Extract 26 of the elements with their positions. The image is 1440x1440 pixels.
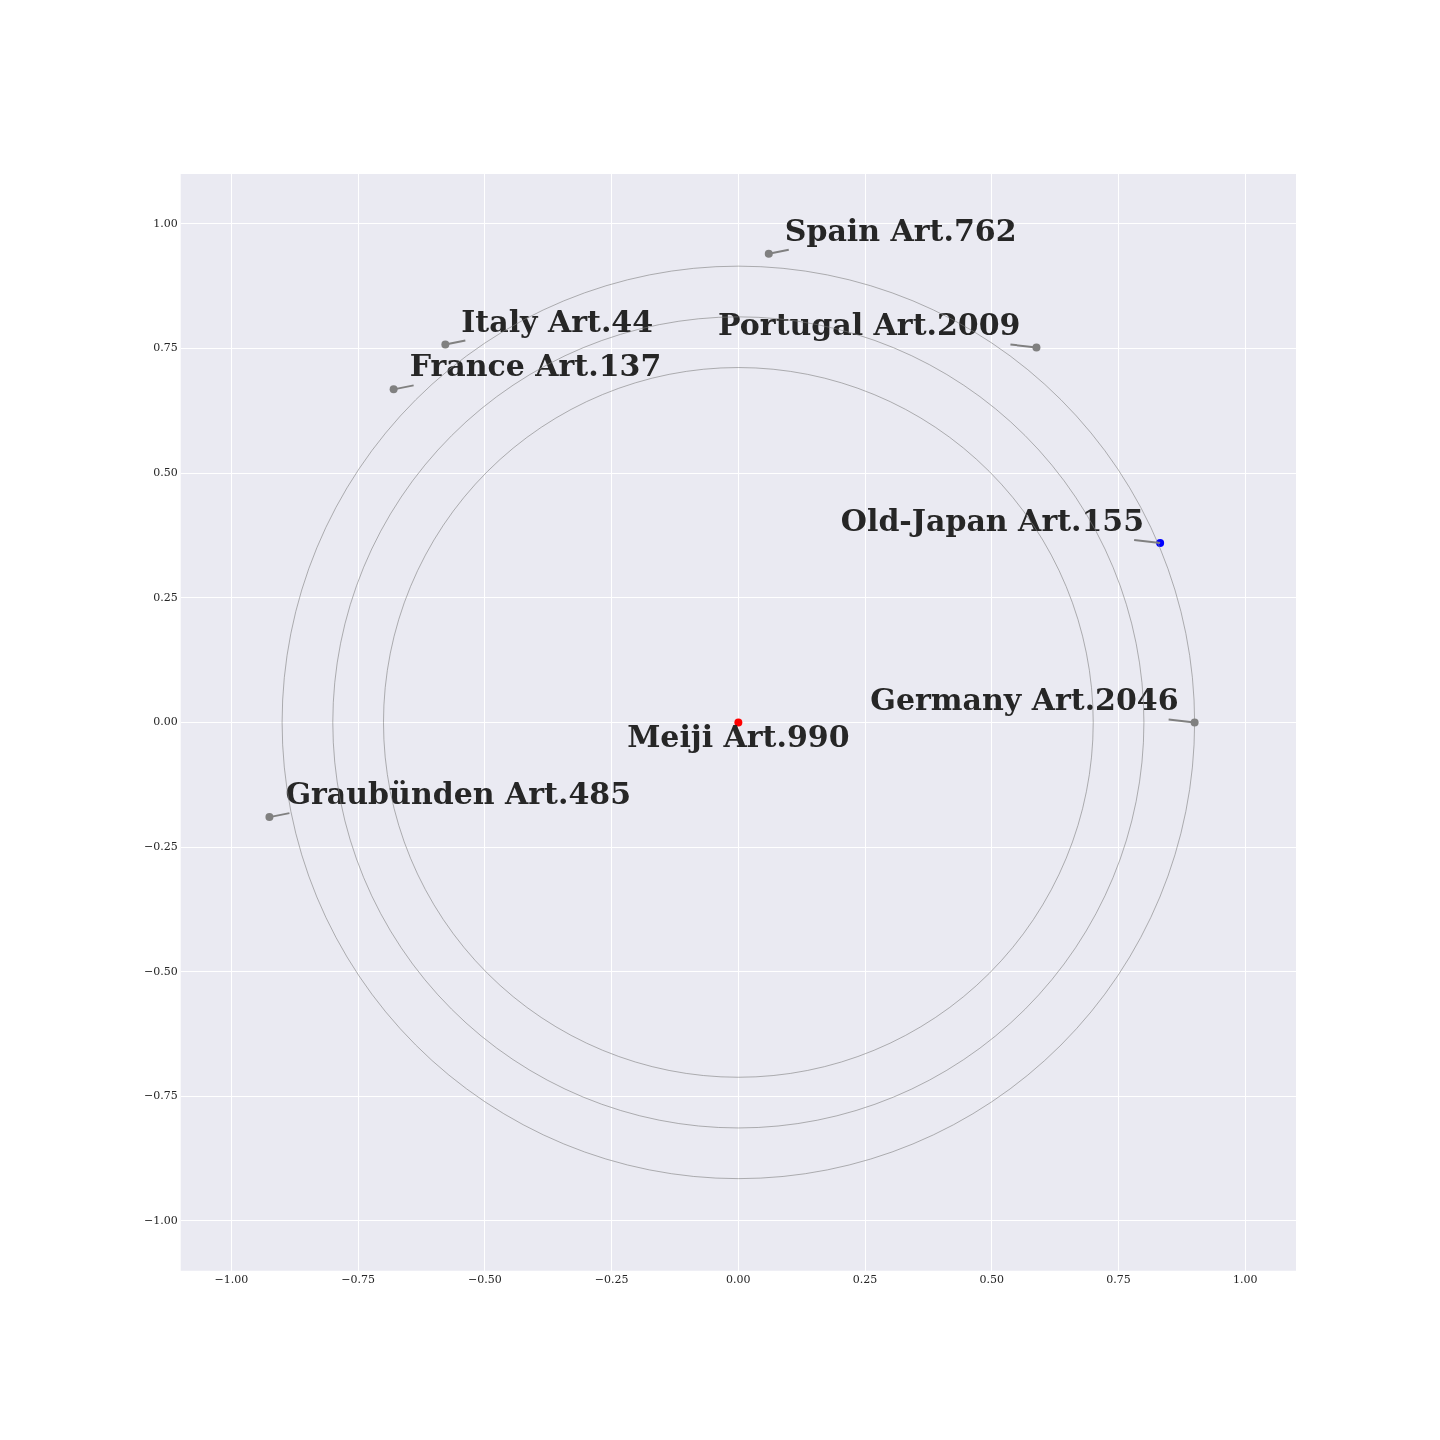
x-tick-label: 0.25 [852,1273,878,1287]
y-tick-label: 0.25 [153,590,178,604]
x-tick-label: 0.50 [979,1273,1005,1287]
annotation: Germany Art.2046 [870,682,1179,718]
x-tick-label: 0.75 [1106,1273,1131,1287]
y-tick-label: 0.75 [153,341,178,355]
annotation: Old-Japan Art.155 [840,502,1145,538]
y-tick-label: −0.75 [143,1089,178,1103]
y-tick-label: 1.00 [153,216,178,230]
annotation: Italy Art.44 [461,303,654,339]
annotation: Meiji Art.990 [627,719,850,755]
x-tick-label: 0.00 [726,1273,751,1287]
y-tick-label: −1.00 [143,1213,178,1227]
y-tick-label: −0.25 [143,839,178,853]
annotation: Spain Art.762 [784,212,1017,248]
annotation: France Art.137 [409,348,662,384]
annotation: Portugal Art.2009 [718,307,1021,343]
x-tick-label: −0.50 [468,1273,502,1287]
x-tick-label: −1.00 [214,1273,249,1287]
x-tick-label: −0.75 [341,1273,375,1287]
annotation: Graubünden Art.485 [285,776,632,812]
x-tick-label: −0.25 [594,1273,629,1287]
y-tick-label: 0.00 [153,715,178,729]
y-tick-label: 0.50 [153,465,178,479]
y-tick-label: −0.50 [143,964,178,978]
x-tick-label: 1.00 [1233,1273,1258,1287]
